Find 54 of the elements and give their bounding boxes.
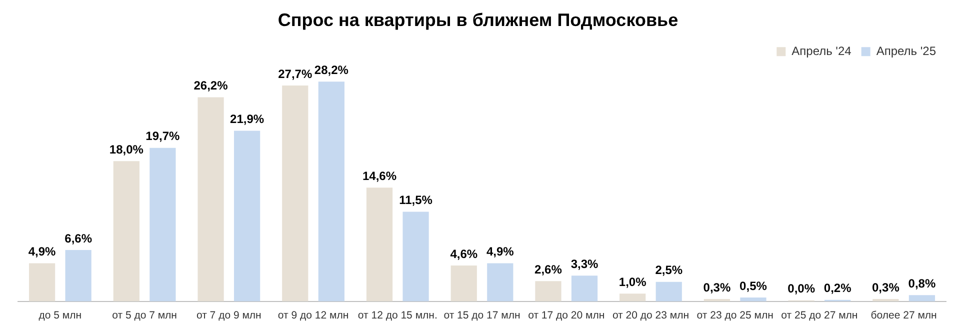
data-label: 1,0%	[618, 274, 647, 289]
data-label: 18,0%	[109, 142, 144, 156]
bar	[402, 212, 429, 302]
x-tick-label: до 5 млн	[38, 310, 82, 322]
bar	[65, 250, 92, 302]
data-label: 0,8%	[908, 276, 936, 290]
x-tick-label: от 9 до 12 млн	[278, 310, 349, 322]
bar	[908, 295, 936, 302]
data-label: 0,3%	[703, 280, 731, 294]
bar	[535, 281, 562, 302]
x-tick-label: от 15 до 17 млн	[444, 310, 520, 322]
data-label: 4,9%	[486, 244, 514, 259]
data-label: 4,9%	[28, 244, 56, 259]
data-label: 2,6%	[534, 262, 562, 276]
legend-label: Апрель '24	[792, 44, 852, 58]
data-label: 0,5%	[740, 278, 768, 293]
x-tick-label: от 25 до 27 млн	[781, 310, 858, 322]
bar	[282, 86, 308, 302]
bar	[150, 148, 176, 302]
chart-title: Спрос на квартиры в ближнем Подмосковье	[278, 10, 678, 30]
bar	[234, 130, 260, 302]
data-label: 6,6%	[64, 231, 92, 246]
data-label: 0,3%	[872, 280, 900, 294]
data-label: 11,5%	[399, 193, 433, 208]
bar	[656, 282, 682, 302]
data-label: 26,2%	[194, 78, 228, 93]
data-label: 21,9%	[230, 112, 264, 126]
data-label: 27,7%	[278, 66, 312, 81]
data-label: 2,5%	[655, 263, 683, 278]
bar	[740, 298, 766, 302]
x-tick-label: от 23 до 25 млн	[696, 310, 774, 322]
x-tick-label: от 20 до 23 млн	[612, 310, 690, 322]
bar	[366, 188, 393, 302]
bar	[450, 266, 477, 302]
x-tick-label: от 17 до 20 млн	[528, 310, 605, 322]
data-label: 14,6%	[362, 168, 397, 183]
bar	[198, 97, 224, 302]
data-label: 19,7%	[146, 129, 180, 144]
x-tick-label: более 27 млн	[870, 310, 938, 322]
data-label: 28,2%	[314, 62, 349, 77]
x-tick-label: от 7 до 9 млн	[196, 310, 262, 322]
data-label: 0,2%	[824, 281, 852, 296]
data-label: 0,0%	[788, 282, 816, 296]
bar	[571, 276, 598, 302]
x-tick-label: от 5 до 7 млн	[112, 310, 178, 322]
bar	[28, 263, 56, 302]
legend-label: Апрель '25	[876, 44, 936, 58]
bar	[487, 263, 514, 302]
bar	[318, 82, 344, 302]
data-label: 3,3%	[570, 256, 599, 271]
bar	[113, 161, 140, 302]
x-tick-label: от 12 до 15 млн.	[358, 310, 438, 322]
data-label: 4,6%	[450, 246, 478, 261]
bar	[620, 294, 646, 302]
